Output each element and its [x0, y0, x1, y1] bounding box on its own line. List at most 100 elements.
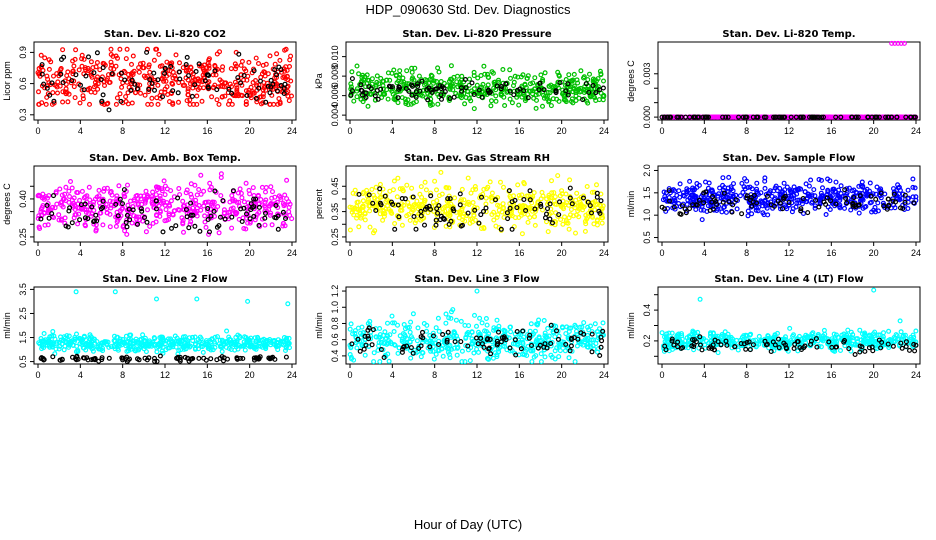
- data-point: [162, 70, 168, 76]
- data-point: [42, 55, 48, 61]
- data-point: [140, 332, 146, 338]
- data-point: [466, 323, 472, 329]
- panel-title: Stan. Dev. Li-820 Temp.: [722, 29, 855, 40]
- data-point: [233, 63, 239, 69]
- data-point: [398, 79, 404, 85]
- data-point: [469, 336, 475, 342]
- data-point: [487, 337, 493, 343]
- data-point: [283, 354, 289, 360]
- data-point: [556, 199, 562, 205]
- data-point: [85, 216, 91, 222]
- data-point: [127, 217, 133, 223]
- data-point: [207, 337, 213, 343]
- data-point: [491, 217, 497, 223]
- data-point: [427, 76, 433, 82]
- data-point: [470, 200, 476, 206]
- data-point: [250, 185, 256, 191]
- data-point: [359, 204, 365, 210]
- data-point: [509, 199, 515, 205]
- x-tick-label: 0: [35, 126, 40, 136]
- data-point: [136, 69, 142, 75]
- data-point: [577, 324, 583, 330]
- data-point: [196, 187, 202, 193]
- data-point: [508, 195, 514, 201]
- data-point: [813, 197, 819, 203]
- data-point: [347, 352, 353, 358]
- data-point: [245, 220, 251, 226]
- data-point: [205, 206, 211, 212]
- data-point: [744, 193, 750, 199]
- data-point: [64, 73, 70, 79]
- data-point: [239, 219, 245, 225]
- data-point: [443, 311, 449, 317]
- data-point: [873, 196, 879, 202]
- data-point: [709, 114, 715, 120]
- data-point: [56, 212, 62, 218]
- data-point: [865, 114, 871, 120]
- data-point: [514, 94, 520, 100]
- data-point: [868, 199, 874, 205]
- data-point: [841, 205, 847, 211]
- data-point: [511, 83, 517, 89]
- data-point: [838, 183, 844, 189]
- data-point: [555, 336, 561, 342]
- data-point: [251, 90, 257, 96]
- data-point: [367, 224, 373, 230]
- data-point: [837, 205, 843, 211]
- x-tick-label: 24: [911, 126, 921, 136]
- data-point: [89, 204, 95, 210]
- data-point: [468, 91, 474, 97]
- data-point: [80, 355, 86, 361]
- data-point: [366, 192, 372, 198]
- data-point: [459, 186, 465, 192]
- data-point: [572, 359, 578, 365]
- data-point: [525, 91, 531, 97]
- data-point: [164, 84, 170, 90]
- data-point: [892, 199, 898, 205]
- x-tick-label: 8: [120, 126, 125, 136]
- data-point: [349, 88, 355, 94]
- data-point: [515, 182, 521, 188]
- data-point: [457, 79, 463, 85]
- data-point: [218, 193, 224, 199]
- data-point: [124, 212, 130, 218]
- y-tick-label: 0.9: [18, 46, 28, 59]
- y-tick-label: 0.010: [330, 45, 340, 68]
- data-point: [446, 203, 452, 209]
- data-point: [483, 205, 489, 211]
- data-point: [211, 208, 217, 214]
- data-point: [424, 328, 430, 334]
- data-point: [135, 196, 141, 202]
- data-point: [56, 217, 62, 223]
- data-point: [427, 344, 433, 350]
- data-point: [516, 215, 522, 221]
- data-point: [218, 214, 224, 220]
- x-tick-label: 20: [245, 248, 255, 258]
- data-point: [217, 49, 223, 55]
- data-point: [576, 206, 582, 212]
- data-point: [269, 222, 275, 228]
- data-point: [525, 95, 531, 101]
- data-point: [121, 187, 127, 193]
- data-point: [402, 96, 408, 102]
- data-point: [157, 63, 163, 69]
- outlier-point: [194, 296, 200, 302]
- data-point: [351, 357, 357, 363]
- data-point: [883, 114, 889, 120]
- data-point: [207, 180, 213, 186]
- data-point: [197, 228, 203, 234]
- data-point: [176, 186, 182, 192]
- data-point: [397, 68, 403, 74]
- data-point: [218, 83, 224, 89]
- data-point: [136, 65, 142, 71]
- data-point: [85, 54, 91, 60]
- data-point: [496, 346, 502, 352]
- data-point: [349, 69, 355, 75]
- data-point: [255, 193, 261, 199]
- data-point: [505, 216, 511, 222]
- data-point: [850, 200, 856, 206]
- data-point: [694, 181, 700, 187]
- data-point: [200, 344, 206, 350]
- data-point: [38, 209, 44, 215]
- data-point: [38, 206, 44, 212]
